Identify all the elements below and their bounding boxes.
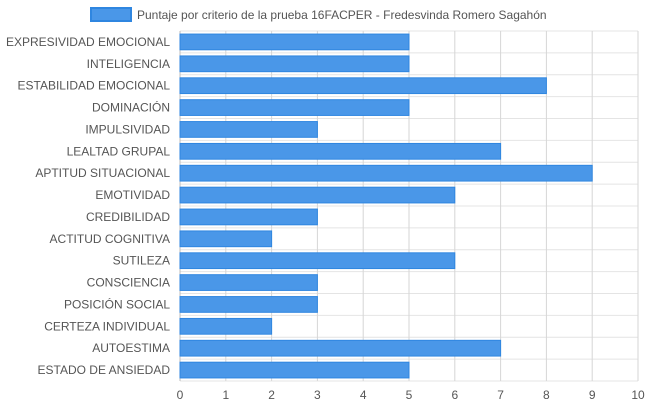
bar[interactable] — [179, 55, 410, 73]
category-label: AUTOESTIMA — [92, 341, 170, 355]
category-label: ESTABILIDAD EMOCIONAL — [18, 79, 171, 93]
legend-label: Puntaje por criterio de la prueba 16FACP… — [137, 8, 547, 22]
x-tick-labels: 0 1 2 3 4 5 6 7 8 9 10 — [177, 388, 645, 402]
bar[interactable] — [179, 339, 502, 357]
bar[interactable] — [179, 230, 273, 248]
x-tick-label: 4 — [360, 388, 367, 402]
category-label: LEALTAD GRUPAL — [67, 144, 171, 158]
category-labels: EXPRESIVIDAD EMOCIONAL INTELIGENCIA ESTABI… — [6, 35, 170, 377]
bar[interactable] — [179, 208, 318, 226]
category-label: DOMINACIÓN — [92, 100, 170, 115]
x-tick-label: 8 — [543, 388, 550, 402]
x-tick-label: 6 — [451, 388, 458, 402]
category-label: EXPRESIVIDAD EMOCIONAL — [6, 35, 170, 49]
x-tick-label: 1 — [222, 388, 229, 402]
x-tick-label: 10 — [631, 388, 645, 402]
legend[interactable]: Puntaje por criterio de la prueba 16FACP… — [90, 7, 547, 22]
category-label: CONSCIENCIA — [87, 276, 170, 290]
bar[interactable] — [179, 296, 318, 313]
category-label: SUTILEZA — [113, 254, 170, 268]
x-tick-label: 5 — [406, 388, 413, 402]
bar[interactable] — [179, 99, 410, 116]
bar[interactable] — [179, 252, 456, 270]
x-tick-label: 7 — [497, 388, 504, 402]
x-tick-label: 0 — [177, 388, 184, 402]
bar[interactable] — [179, 186, 456, 204]
category-label: IMPULSIVIDAD — [85, 122, 170, 136]
category-label: EMOTIVIDAD — [95, 188, 170, 202]
bar[interactable] — [179, 164, 593, 182]
bars — [179, 33, 593, 379]
category-label: INTELIGENCIA — [87, 57, 170, 71]
category-label: APTITUD SITUACIONAL — [35, 166, 170, 180]
legend-swatch — [90, 7, 132, 22]
bar[interactable] — [179, 121, 318, 138]
category-label: ESTADO DE ANSIEDAD — [38, 363, 171, 377]
category-label: CREDIBILIDAD — [86, 210, 170, 224]
category-label: CERTEZA INDIVIDUAL — [44, 319, 170, 333]
x-tick-label: 9 — [589, 388, 596, 402]
bar[interactable] — [179, 33, 410, 51]
category-label: ACTITUD COGNITIVA — [50, 232, 170, 246]
bar[interactable] — [179, 142, 502, 160]
bar[interactable] — [179, 317, 273, 335]
x-tick-label: 3 — [314, 388, 321, 402]
bar[interactable] — [179, 77, 547, 95]
bar[interactable] — [179, 361, 410, 379]
category-label: POSICIÓN SOCIAL — [64, 296, 170, 311]
x-tick-label: 2 — [268, 388, 275, 402]
bar[interactable] — [179, 274, 318, 291]
grid — [179, 30, 639, 382]
